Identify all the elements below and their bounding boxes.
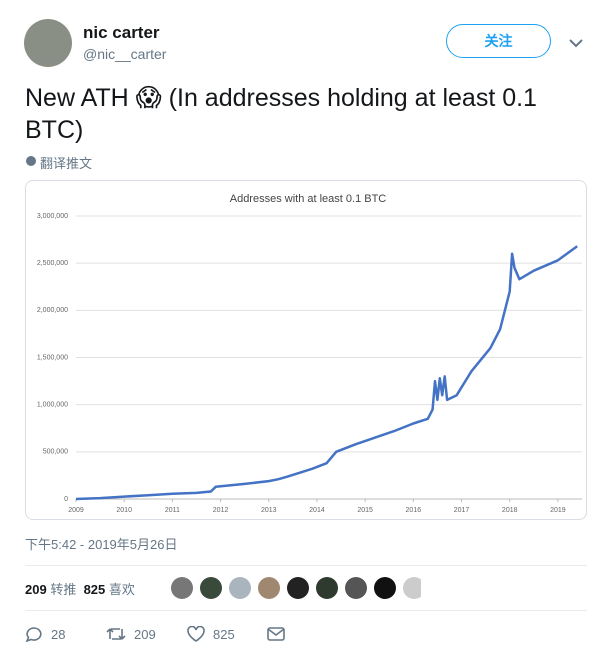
x-tick-label: 2019 (550, 507, 566, 514)
like-label: 喜欢 (108, 582, 135, 597)
globe-icon (26, 156, 36, 166)
like-action[interactable]: 825 (187, 626, 235, 642)
divider (25, 610, 587, 611)
translate-link[interactable]: 翻译推文 (40, 156, 93, 171)
chart-title: Addresses with at least 0.1 BTC (230, 193, 387, 205)
x-tick-label: 2010 (116, 507, 132, 514)
retweet-action-count: 209 (134, 626, 156, 642)
menu-chevron[interactable] (568, 37, 584, 49)
reply-count: 28 (51, 626, 66, 642)
y-tick-label: 2,500,000 (37, 260, 68, 267)
divider (25, 565, 587, 566)
retweet-label: 转推 (50, 582, 77, 597)
handle[interactable]: @nic__carter (83, 46, 167, 62)
retweet-count[interactable]: 209 (25, 582, 47, 597)
x-tick-label: 2016 (406, 507, 422, 514)
like-icon (187, 626, 205, 642)
reply-icon (25, 627, 42, 642)
follow-button[interactable]: 关注 (446, 24, 551, 58)
retweet-action[interactable]: 209 (106, 626, 156, 642)
message-icon[interactable] (267, 627, 285, 641)
stats: 209 转推 825 喜欢 (25, 579, 135, 598)
x-tick-label: 2015 (357, 507, 373, 514)
y-tick-label: 1,000,000 (37, 402, 68, 409)
y-tick-label: 3,000,000 (37, 213, 68, 220)
chart: Addresses with at least 0.1 BTC 0 500,000… (25, 180, 587, 520)
like-count[interactable]: 825 (83, 582, 106, 597)
y-tick-label: 500,000 (43, 449, 68, 456)
y-tick-label: 1,500,000 (37, 354, 68, 361)
x-tick-label: 2018 (502, 507, 518, 514)
y-tick-label: 0 (64, 496, 68, 503)
y-tick-label: 2,000,000 (37, 307, 68, 314)
timestamp[interactable]: 下午5:42 - 2019年5月26日 (25, 537, 178, 552)
x-tick-label: 2013 (261, 507, 277, 514)
reply-action[interactable]: 28 (25, 626, 65, 642)
author-name[interactable]: nic carter (83, 23, 160, 42)
x-tick-label: 2012 (213, 507, 229, 514)
avatar[interactable] (24, 19, 72, 67)
tweet-text: New ATH 😱 (In addresses holding at least… (25, 84, 537, 144)
liker-avatars[interactable] (171, 576, 425, 600)
x-tick-label: 2009 (68, 507, 84, 514)
likers (171, 576, 425, 605)
like-action-count: 825 (213, 626, 235, 642)
data-line (75, 245, 578, 501)
x-tick-label: 2011 (165, 507, 180, 514)
retweet-icon (106, 628, 126, 640)
x-tick-label: 2017 (454, 507, 470, 514)
x-tick-label: 2014 (309, 507, 325, 514)
